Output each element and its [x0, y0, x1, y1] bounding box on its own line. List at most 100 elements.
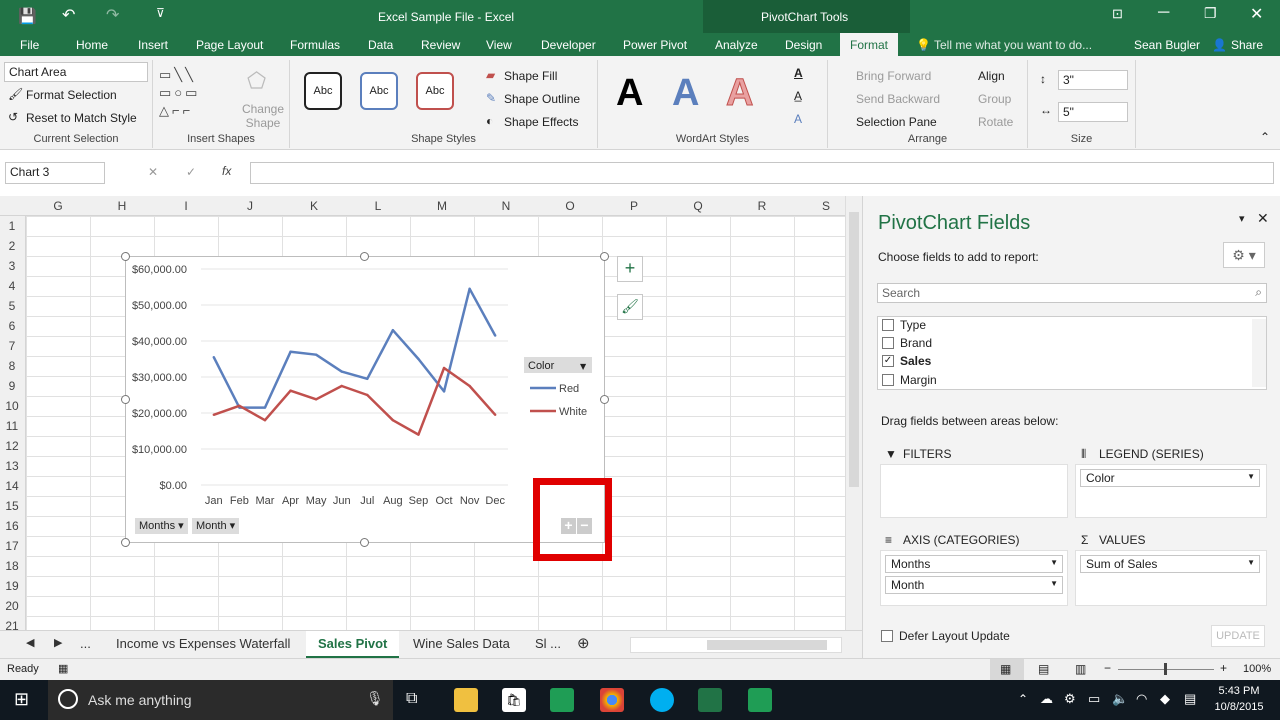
windows-start-icon[interactable]: ⊞ — [14, 689, 30, 709]
resize-handle[interactable] — [360, 538, 369, 547]
field-checkbox[interactable] — [882, 374, 894, 386]
reset-style-icon[interactable]: ↺ — [8, 110, 19, 124]
shape-style-3[interactable]: Abc — [416, 72, 454, 110]
shape-effects-button[interactable]: Shape Effects — [504, 115, 579, 129]
field-checkbox[interactable] — [882, 319, 894, 331]
bring-forward-button[interactable]: Bring Forward — [856, 69, 932, 83]
pane-options-icon[interactable]: ▾ — [1239, 213, 1245, 225]
chrome-icon[interactable] — [600, 688, 624, 712]
shape-fill-button[interactable]: Shape Fill — [504, 69, 558, 83]
row-header[interactable]: 19 — [5, 579, 19, 593]
notifications-icon[interactable]: ▤ — [1184, 691, 1197, 706]
camtasia-icon[interactable] — [550, 688, 574, 712]
row-header[interactable]: 1 — [8, 219, 16, 233]
column-header[interactable]: L — [374, 199, 382, 213]
chart-styles-button[interactable]: 🖌 — [617, 294, 643, 320]
tab-home[interactable]: Home — [76, 38, 109, 52]
resize-handle[interactable] — [600, 395, 609, 404]
tab-format[interactable]: Format — [840, 33, 899, 56]
change-shape-icon[interactable]: ⬠ — [247, 68, 267, 93]
month-field-button[interactable]: Month ▾ — [192, 518, 240, 534]
sheet-tab[interactable]: Wine Sales Data — [413, 636, 510, 651]
store-icon[interactable]: 🛍 — [502, 688, 526, 712]
tab-analyze[interactable]: Analyze — [715, 38, 758, 52]
zoom-in-icon[interactable]: + — [1220, 661, 1228, 675]
filters-area[interactable] — [880, 464, 1068, 518]
sheet-tab-active[interactable]: Sales Pivot — [306, 631, 400, 659]
zoom-out-icon[interactable]: − — [1104, 661, 1112, 675]
wordart-style-2[interactable]: A — [672, 72, 700, 114]
format-selection-icon[interactable]: 🖌 — [8, 87, 24, 101]
undo-icon[interactable]: ↶ — [62, 7, 76, 24]
column-header[interactable]: K — [309, 199, 318, 213]
wifi-icon[interactable]: ◠ — [1136, 691, 1148, 706]
sheet-tab-more[interactable]: ... — [80, 636, 91, 651]
tab-data[interactable]: Data — [368, 38, 394, 52]
name-box[interactable]: Chart 3 — [5, 162, 105, 184]
column-header[interactable]: I — [184, 199, 188, 213]
sheet-tab[interactable]: Sl ... — [535, 636, 562, 651]
chart-element-dropdown[interactable]: Chart Area — [4, 62, 148, 82]
row-header[interactable]: 21 — [5, 619, 19, 633]
tab-formulas[interactable]: Formulas — [290, 38, 341, 52]
resize-handle[interactable] — [360, 252, 369, 261]
onedrive-icon[interactable]: ☁ — [1040, 691, 1053, 706]
row-header[interactable]: 11 — [5, 419, 19, 433]
gear-icon[interactable]: ⚙ ▾ — [1223, 242, 1265, 268]
text-fill-icon[interactable]: A — [794, 66, 803, 80]
column-header[interactable]: N — [501, 199, 511, 213]
scroll-thumb[interactable] — [849, 212, 859, 487]
wordart-style-3[interactable]: A — [725, 72, 754, 115]
column-header[interactable]: O — [565, 199, 575, 213]
macro-record-icon[interactable]: ▦ — [58, 663, 69, 675]
row-header[interactable]: 12 — [5, 439, 19, 453]
file-explorer-icon[interactable] — [454, 688, 478, 712]
skype-icon[interactable] — [650, 688, 674, 712]
row-header[interactable]: 13 — [5, 459, 19, 473]
row-header[interactable]: 4 — [8, 279, 16, 293]
shape-height-input[interactable]: 3" — [1058, 70, 1128, 90]
values-field-dropdown[interactable]: Sum of Sales — [1080, 555, 1260, 573]
selection-pane-button[interactable]: Selection Pane — [856, 115, 937, 129]
page-break-view-icon[interactable]: ▥ — [1075, 662, 1087, 676]
values-area[interactable]: Sum of Sales — [1075, 550, 1267, 606]
row-header[interactable]: 14 — [5, 479, 19, 493]
defer-checkbox[interactable] — [881, 630, 893, 642]
tab-developer[interactable]: Developer — [541, 38, 596, 52]
tab-design[interactable]: Design — [785, 38, 823, 52]
zoom-level[interactable]: 100% — [1243, 663, 1272, 675]
microphone-icon[interactable]: 🎙 — [366, 690, 384, 706]
share-icon[interactable]: 👤 — [1212, 38, 1227, 52]
volume-icon[interactable]: 🔈 — [1112, 691, 1129, 706]
tab-view[interactable]: View — [486, 38, 512, 52]
cortana-search-box[interactable]: Ask me anything 🎙 — [48, 680, 393, 720]
page-layout-view-icon[interactable]: ▤ — [1038, 662, 1050, 676]
zoom-slider-thumb[interactable] — [1164, 663, 1167, 675]
row-header[interactable]: 6 — [8, 319, 16, 333]
search-input[interactable]: Search ⌕ — [877, 283, 1267, 303]
add-sheet-icon[interactable]: ⊕ — [577, 635, 590, 652]
send-backward-button[interactable]: Send Backward — [856, 92, 941, 106]
months-field-button[interactable]: Months ▾ — [135, 518, 188, 534]
restore-icon[interactable]: ❐ — [1204, 5, 1217, 21]
tab-page-layout[interactable]: Page Layout — [196, 38, 264, 52]
network-icon[interactable]: ⚙ — [1064, 691, 1076, 706]
horizontal-scrollbar[interactable] — [630, 637, 842, 653]
align-button[interactable]: Align — [978, 69, 1005, 83]
row-header[interactable]: 3 — [8, 259, 16, 273]
cancel-icon[interactable]: ✕ — [148, 165, 159, 179]
tell-me-box[interactable]: Tell me what you want to do... — [934, 38, 1093, 52]
close-icon[interactable]: ✕ — [1250, 6, 1264, 23]
shape-fill-icon[interactable]: ▰ — [486, 68, 496, 82]
row-header[interactable]: 16 — [5, 519, 19, 533]
row-header[interactable]: 2 — [8, 239, 16, 253]
chart-elements-button[interactable]: + — [617, 256, 643, 282]
row-header[interactable]: 18 — [5, 559, 19, 573]
row-header[interactable]: 8 — [8, 359, 16, 373]
change-shape-button[interactable]: Change Shape — [241, 102, 285, 130]
shape-outline-icon[interactable]: ✎ — [486, 91, 497, 105]
minimize-icon[interactable]: ─ — [1158, 4, 1170, 21]
shape-effects-icon[interactable]: ◐ — [486, 114, 494, 128]
tab-insert[interactable]: Insert — [138, 38, 169, 52]
tab-review[interactable]: Review — [421, 38, 461, 52]
